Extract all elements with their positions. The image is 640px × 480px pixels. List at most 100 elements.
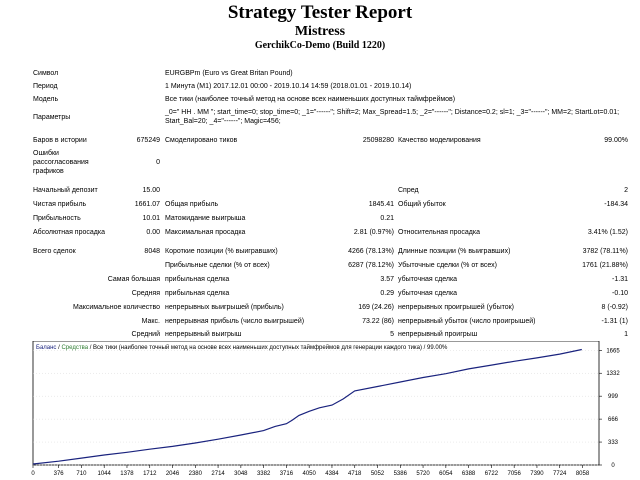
abs-drawdown-label: Абсолютная просадка xyxy=(33,229,105,236)
gross-profit-value: 1845.41 xyxy=(368,201,394,208)
max-count-label: Максимальное количество xyxy=(72,304,160,311)
x-tick-label: 6388 xyxy=(462,471,476,477)
average-loss-label: убыточная сделка xyxy=(398,290,458,297)
average-profit-label: прибыльная сделка xyxy=(165,290,230,297)
x-tick-label: 4384 xyxy=(325,471,339,477)
average-profit-value: 0.29 xyxy=(380,290,394,297)
rel-drawdown-label: Относительная просадка xyxy=(398,229,480,236)
long-positions-label: Длинные позиции (% выигравших) xyxy=(398,248,511,255)
plot-area xyxy=(32,341,600,466)
total-trades-label: Всего сделок xyxy=(33,248,76,255)
avg-cons-losses-label: непрерывный проигрыш xyxy=(398,331,478,338)
profit-factor-label: Прибыльность xyxy=(33,215,81,222)
report-title: Strategy Tester Report xyxy=(227,2,413,23)
loss-trades-label: Убыточные сделки (% от всех) xyxy=(398,262,497,269)
loss-trades-value: 1761 (21.88%) xyxy=(582,262,628,269)
expected-payoff-value: 0.21 xyxy=(380,215,394,222)
max-cons-losses-label: непрерывных проигрышей (убыток) xyxy=(398,304,515,311)
legend-separator: / xyxy=(56,345,61,351)
max-cons-loss-value: -1.31 (1) xyxy=(601,318,628,325)
x-tick-label: 3382 xyxy=(257,471,271,477)
max-cons-loss-label: непрерывный убыток (число проигрышей) xyxy=(398,318,536,325)
x-tick-label: 7724 xyxy=(553,471,567,477)
errors-label: Ошибки рассогласования графиков xyxy=(33,150,89,175)
long-positions-value: 3782 (78.11%) xyxy=(582,248,628,255)
max-cons-profit-label: непрерывная прибыль (число выигрышей) xyxy=(165,318,305,325)
server-name: GerchikCo-Demo (Build 1220) xyxy=(254,40,386,51)
avg-cons-wins-value: 5 xyxy=(390,331,394,338)
largest-profit-value: 3.57 xyxy=(380,276,394,283)
short-positions-label: Короткие позиции (% выигравших) xyxy=(165,248,278,255)
deposit-label: Начальный депозит xyxy=(33,187,98,194)
ticks-label: Смоделировано тиков xyxy=(165,137,238,144)
legend-rest: / Все тики (наиболее точный метод на осн… xyxy=(88,344,448,351)
abs-drawdown-value: 0.00 xyxy=(146,229,160,236)
net-profit-label: Чистая прибыль xyxy=(33,201,87,208)
x-tick-label: 2714 xyxy=(211,471,225,477)
avg-cons-wins-label: непрерывный выигрыш xyxy=(165,331,242,338)
params-label: Параметры xyxy=(33,114,71,121)
y-tick-label: 1665 xyxy=(606,348,620,354)
x-tick-label: 1044 xyxy=(98,471,112,477)
x-tick-label: 1378 xyxy=(120,471,134,477)
x-tick-label: 3716 xyxy=(280,471,294,477)
x-tick-label: 4718 xyxy=(348,471,362,477)
max-cons-losses-value: 8 (-0.92) xyxy=(601,304,628,311)
x-tick-label: 0 xyxy=(31,471,35,477)
x-tick-label: 4050 xyxy=(303,471,317,477)
x-tick-label: 6054 xyxy=(439,471,453,477)
deposit-value: 15.00 xyxy=(142,187,160,194)
quality-value: 99.00% xyxy=(604,137,628,144)
average-label: Средняя xyxy=(131,290,160,297)
x-tick-label: 2046 xyxy=(166,471,180,477)
y-tick-label: 666 xyxy=(608,417,619,423)
max-drawdown-label: Максимальная просадка xyxy=(165,229,246,236)
errors-value: 0 xyxy=(156,159,160,166)
avg-label: Средний xyxy=(131,331,160,338)
x-tick-label: 6722 xyxy=(485,471,499,477)
largest-label: Самая большая xyxy=(107,276,160,283)
period-label: Период xyxy=(33,83,58,90)
ticks-value: 25098280 xyxy=(362,137,394,144)
x-tick-label: 376 xyxy=(54,471,65,477)
x-tick-label: 5720 xyxy=(416,471,430,477)
x-tick-label: 3048 xyxy=(234,471,248,477)
x-tick-label: 2380 xyxy=(189,471,203,477)
params-value: _0=" HH . MM "; start_time=0; stop_time=… xyxy=(165,109,620,125)
gross-profit-label: Общая прибыль xyxy=(165,201,219,208)
gross-loss-label: Общий убыток xyxy=(398,201,446,208)
y-tick-label: 333 xyxy=(608,440,619,446)
expert-name: Mistress xyxy=(294,24,346,39)
x-tick-label: 7390 xyxy=(530,471,544,477)
largest-loss-value: -1.31 xyxy=(612,276,628,283)
symbol-value: EURGBPm (Euro vs Great Britan Pound) xyxy=(165,70,293,77)
profit-factor-value: 10.01 xyxy=(142,215,160,222)
y-tick-label: 1332 xyxy=(606,371,620,377)
profit-trades-value: 6287 (78.12%) xyxy=(348,262,394,269)
average-loss-value: -0.10 xyxy=(612,290,628,297)
total-trades-value: 8048 xyxy=(144,248,160,255)
x-tick-label: 8058 xyxy=(576,471,590,477)
x-tick-label: 5386 xyxy=(394,471,408,477)
x-tick-label: 7056 xyxy=(507,471,521,477)
bars-value: 675249 xyxy=(136,137,160,144)
avg-cons-losses-value: 1 xyxy=(624,331,628,338)
rel-drawdown-value: 3.41% (1.52) xyxy=(587,229,628,236)
spread-label: Спред xyxy=(398,187,419,194)
legend-equity: Средства xyxy=(61,345,88,351)
max-drawdown-value: 2.81 (0.97%) xyxy=(353,229,394,236)
balance-chart: 0 376 710 1044 1378 1712 2046 2380 2714 3048 3382 3… xyxy=(30,341,630,479)
balance-chart-svg: 0 376 710 1044 1378 1712 2046 2380 2714 3048 3382 3… xyxy=(31,341,620,477)
x-tick-label: 5052 xyxy=(371,471,385,477)
y-tick-label: 999 xyxy=(608,394,619,400)
profit-trades-label: Прибыльные сделки (% от всех) xyxy=(165,262,270,269)
max-cons-wins-label: непрерывных выигрышей (прибыль) xyxy=(165,304,284,311)
spread-value: 2 xyxy=(624,187,628,194)
legend-balance: Баланс xyxy=(36,345,56,351)
max-cons-wins-value: 169 (24.26) xyxy=(358,304,394,311)
y-tick-label: 0 xyxy=(611,463,615,469)
gross-loss-value: -184.34 xyxy=(604,201,628,208)
net-profit-value: 1661.07 xyxy=(134,201,160,208)
period-value: 1 Минута (M1) 2017.12.01 00:00 - 2019.10… xyxy=(165,83,412,90)
largest-loss-label: убыточная сделка xyxy=(398,276,458,283)
